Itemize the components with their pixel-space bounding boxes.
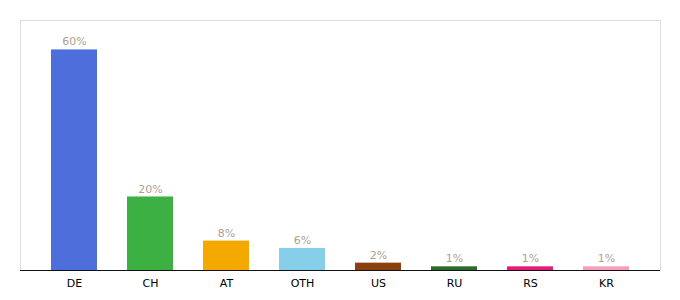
svg-text:60%: 60% <box>62 35 86 48</box>
svg-text:RS: RS <box>523 277 538 290</box>
svg-text:US: US <box>371 277 386 290</box>
svg-text:OTH: OTH <box>291 277 315 290</box>
svg-text:RU: RU <box>447 277 463 290</box>
svg-text:20%: 20% <box>138 182 162 195</box>
svg-text:1%: 1% <box>446 252 463 265</box>
svg-text:1%: 1% <box>522 252 539 265</box>
svg-text:KR: KR <box>599 277 614 290</box>
svg-text:2%: 2% <box>370 249 387 262</box>
svg-text:8%: 8% <box>218 227 235 240</box>
svg-text:AT: AT <box>220 277 234 290</box>
svg-text:6%: 6% <box>294 234 311 247</box>
svg-text:DE: DE <box>67 277 82 290</box>
svg-text:1%: 1% <box>598 252 615 265</box>
svg-text:CH: CH <box>143 277 159 290</box>
